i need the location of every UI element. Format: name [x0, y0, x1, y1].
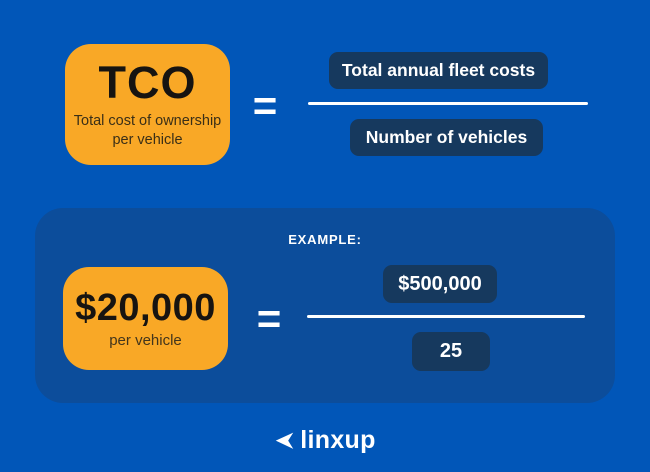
tco-abbreviation: TCO — [98, 57, 197, 109]
example-result-unit: per vehicle — [109, 331, 182, 349]
brand-name: linxup — [300, 426, 376, 454]
example-label: EXAMPLE: — [288, 232, 362, 247]
example-fraction-line — [307, 315, 585, 318]
example-result-value: $20,000 — [75, 286, 216, 329]
example-numerator-chip: $500,000 — [383, 265, 497, 303]
left-paper-plane-icon — [276, 432, 294, 449]
formula-denominator-chip: Number of vehicles — [350, 119, 543, 156]
formula-equals-sign: = — [252, 82, 278, 129]
tco-description-line1: Total cost of ownership — [73, 113, 222, 130]
example-section-card: EXAMPLE: $20,000 per vehicle = $500,000 … — [35, 208, 615, 403]
example-result-card: $20,000 per vehicle — [63, 267, 228, 370]
brand-footer: linxup — [0, 428, 650, 453]
formula-fraction-line — [308, 102, 588, 105]
tco-term-card: TCO Total cost of ownership per vehicle — [65, 44, 230, 165]
example-equals-sign: = — [256, 295, 282, 342]
formula-numerator-chip: Total annual fleet costs — [329, 52, 548, 89]
example-denominator-chip: 25 — [412, 332, 490, 371]
tco-description-line2: per vehicle — [112, 131, 183, 148]
tco-description: Total cost of ownership per vehicle — [74, 112, 222, 148]
